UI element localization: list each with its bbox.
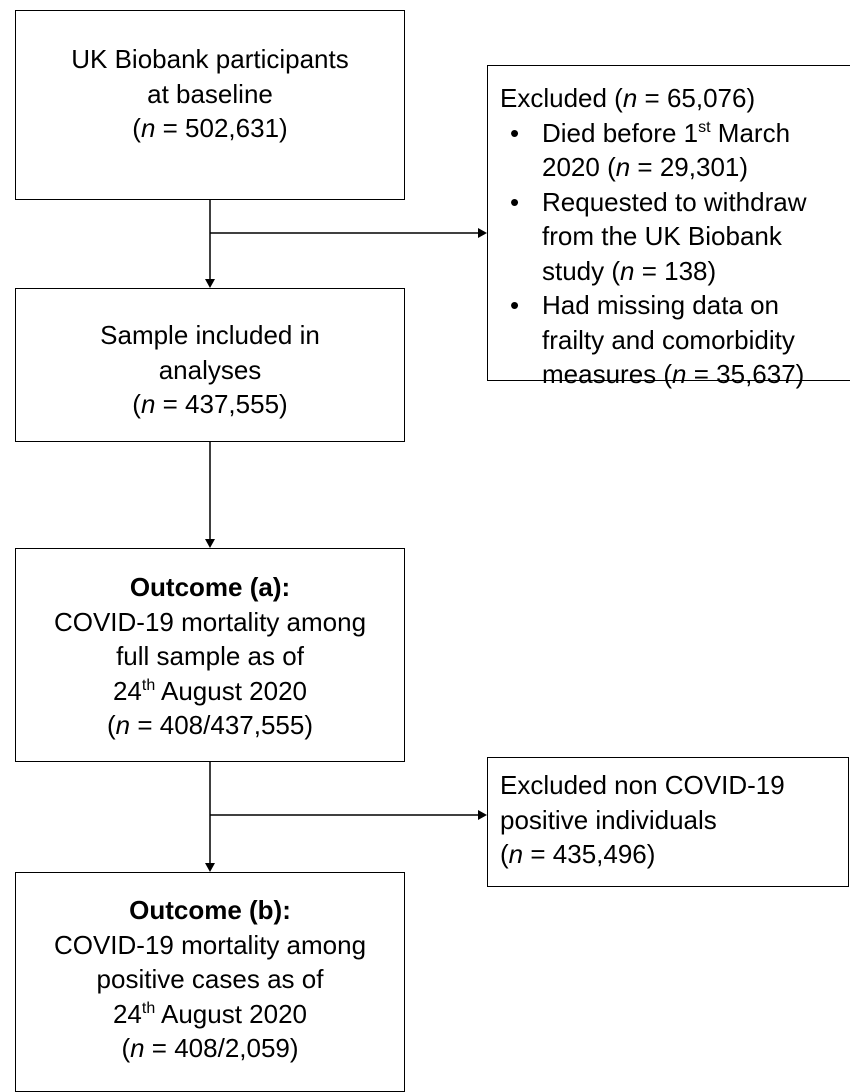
- box-line: positive individuals: [500, 803, 848, 838]
- box-line: UK Biobank participants: [16, 42, 404, 77]
- box-line: 2020 (n = 29,301): [542, 150, 850, 185]
- text: = 65,076): [637, 83, 756, 113]
- box-line: (n = 408/2,059): [16, 1031, 404, 1066]
- text: at baseline: [147, 78, 273, 109]
- box-line: Died before 1st March: [542, 116, 850, 151]
- box-line: positive cases as of: [16, 962, 404, 997]
- box-line: COVID-19 mortality among: [16, 928, 404, 963]
- text: n: [508, 839, 524, 869]
- text: 2020 (: [542, 152, 616, 182]
- box-line: 24th August 2020: [16, 674, 404, 709]
- box-line: (n = 408/437,555): [16, 708, 404, 743]
- text: positive individuals: [500, 804, 717, 835]
- box-line: Outcome (b):: [16, 893, 404, 928]
- text: frailty and comorbidity: [542, 324, 795, 355]
- text: n: [622, 83, 638, 113]
- box-line: Excluded (n = 65,076): [500, 81, 850, 116]
- text: = 408/437,555): [130, 710, 314, 740]
- text: study (: [542, 255, 621, 286]
- text: Died before 1: [542, 117, 699, 148]
- box-line: full sample as of: [16, 639, 404, 674]
- text: (: [132, 389, 141, 419]
- box-line: Excluded non COVID-19: [500, 768, 848, 803]
- text: (: [500, 839, 509, 869]
- text: Outcome (a):: [129, 572, 291, 602]
- text: positive cases as of: [96, 964, 324, 994]
- step-box: Outcome (b): COVID-19 mortality among po…: [15, 872, 405, 1092]
- bullet-item: Died before 1st March 2020 (n = 29,301): [500, 116, 850, 185]
- text: COVID-19 mortality among: [53, 606, 367, 637]
- text: March: [710, 117, 791, 148]
- text: n: [615, 152, 631, 182]
- text: = 138): [634, 255, 717, 286]
- text: n: [115, 710, 131, 740]
- text: from the UK Biobank: [542, 221, 782, 251]
- text: August 2020: [155, 998, 308, 1029]
- box-line: (n = 437,555): [16, 387, 404, 422]
- text: 24: [112, 998, 142, 1029]
- text: Excluded non COVID-19: [500, 770, 785, 800]
- text: UK Biobank participants: [71, 44, 349, 74]
- arrowhead: [205, 279, 215, 288]
- box-line: frailty and comorbidity: [542, 323, 850, 358]
- exclusion-box: Excluded (n = 65,076) Died before 1st Ma…: [487, 65, 850, 389]
- box-line: 24th August 2020: [16, 997, 404, 1032]
- text: analyses: [158, 354, 262, 385]
- exclusion-box: Excluded non COVID-19 positive individua…: [487, 757, 849, 887]
- box-line: Outcome (a):: [16, 570, 404, 605]
- text: Requested to withdraw: [542, 186, 807, 217]
- text: n: [620, 255, 635, 286]
- text: measures (: [542, 359, 673, 389]
- arrowhead: [205, 863, 215, 872]
- text: th: [141, 676, 156, 694]
- text: th: [141, 999, 156, 1017]
- text: Outcome (b):: [129, 895, 291, 925]
- text: full sample as of: [116, 641, 304, 671]
- text: Sample included in: [100, 320, 320, 350]
- box-line: from the UK Biobank: [542, 219, 850, 254]
- text: st: [698, 118, 711, 136]
- text: = 502,631): [155, 113, 288, 143]
- text: n: [140, 113, 156, 143]
- text: (: [132, 113, 141, 143]
- box-line: study (n = 138): [542, 254, 850, 289]
- box-line: Had missing data on: [542, 288, 850, 323]
- box-line: Requested to withdraw: [542, 185, 850, 220]
- bullet-item: Requested to withdraw from the UK Bioban…: [500, 185, 850, 289]
- text: n: [140, 389, 156, 419]
- box-line: (n = 502,631): [16, 111, 404, 146]
- text: (: [106, 710, 116, 740]
- text: = 35,637): [686, 359, 805, 389]
- text: Had missing data on: [542, 290, 780, 320]
- bullet-item: Had missing data on frailty and comorbid…: [500, 288, 850, 392]
- box-line: COVID-19 mortality among: [16, 605, 404, 640]
- box-line: Sample included in: [16, 318, 404, 353]
- step-box: UK Biobank participants at baseline (n =…: [15, 10, 405, 200]
- arrowhead: [205, 539, 215, 548]
- box-line: at baseline: [16, 77, 404, 112]
- box-line: (n = 435,496): [500, 837, 848, 872]
- arrowhead: [478, 228, 487, 238]
- text: = 408/2,059): [144, 1033, 299, 1063]
- text: = 437,555): [155, 389, 288, 419]
- box-line: measures (n = 35,637): [542, 357, 850, 392]
- text: COVID-19 mortality among: [53, 929, 367, 960]
- text: n: [130, 1033, 145, 1063]
- text: n: [672, 359, 687, 389]
- text: = 435,496): [523, 839, 656, 869]
- text: (: [121, 1033, 131, 1063]
- arrowhead: [478, 810, 487, 820]
- text: 24: [112, 675, 142, 706]
- step-box: Sample included in analyses (n = 437,555…: [15, 288, 405, 442]
- box-line: analyses: [16, 353, 404, 388]
- text: = 29,301): [630, 152, 749, 182]
- text: Excluded (: [500, 83, 623, 113]
- step-box: Outcome (a): COVID-19 mortality among fu…: [15, 548, 405, 762]
- text: August 2020: [155, 675, 308, 706]
